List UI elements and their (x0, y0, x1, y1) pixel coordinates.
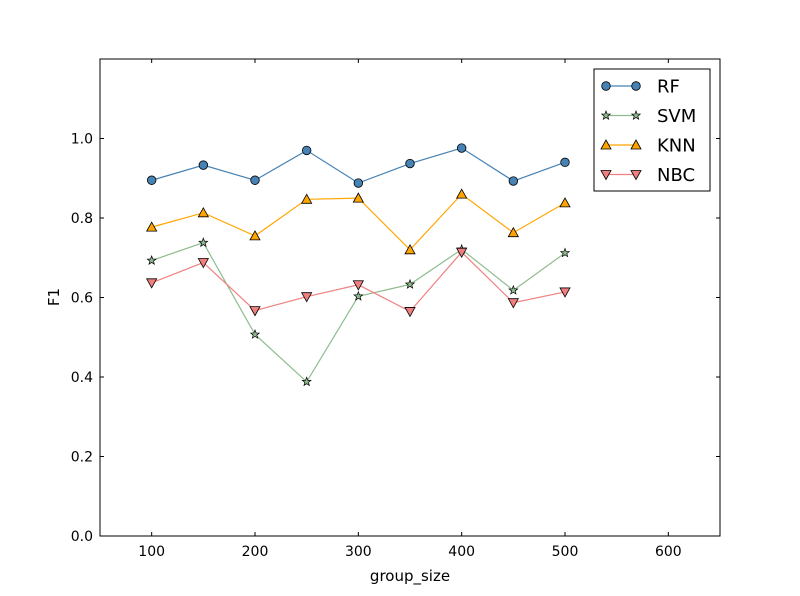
data-point-rf (250, 175, 260, 185)
data-point-nbc (145, 278, 158, 289)
data-point-nbc (507, 298, 520, 309)
data-point-knn (352, 192, 365, 203)
data-point-knn (559, 197, 571, 208)
data-point-knn (404, 243, 416, 255)
legend-marker-svm (630, 110, 642, 120)
legend-box (593, 68, 711, 192)
data-point-svm (559, 247, 571, 258)
x-tick-label: 100 (138, 544, 165, 560)
data-point-nbc (249, 306, 261, 317)
y-tick-label: 0.2 (71, 450, 93, 466)
x-axis-label: group_size (370, 567, 450, 586)
data-point-nbc (300, 292, 313, 303)
data-point-svm (508, 284, 519, 295)
data-point-nbc (352, 280, 365, 291)
y-tick-label: 1.0 (71, 132, 93, 148)
legend-item-rf: RF (601, 77, 680, 98)
data-point-svm (404, 278, 416, 289)
data-point-rf (301, 145, 312, 156)
data-point-nbc (455, 247, 468, 259)
legend-marker-nbc (630, 170, 642, 181)
x-tick-label: 500 (552, 544, 579, 560)
data-point-knn (197, 207, 210, 218)
legend-marker-rf (631, 81, 641, 91)
legend-item-nbc: NBC (600, 165, 695, 186)
legend-marker-svm (600, 110, 612, 120)
legend-item-knn: KNN (600, 136, 696, 157)
data-point-svm (198, 237, 209, 248)
data-point-svm (301, 376, 312, 387)
legend-marker-rf (601, 81, 611, 91)
data-point-knn (507, 226, 520, 238)
series-svm (146, 237, 571, 387)
y-tick-label: 0.6 (71, 291, 93, 307)
x-tick-label: 200 (242, 544, 269, 560)
data-point-knn (455, 188, 468, 199)
data-point-rf (560, 157, 570, 168)
data-point-knn (249, 230, 261, 241)
series-knn (145, 188, 571, 255)
series-line-svm (151, 241, 566, 383)
data-point-rf (353, 178, 364, 188)
legend-marker-knn (600, 139, 612, 150)
legend-marker-knn (630, 139, 642, 150)
data-point-svm (353, 290, 364, 301)
axis-ticks: 100 200 300 400 500 600 0.0 0.2 0.4 0.6 0.8 1.0 (71, 59, 720, 560)
y-tick-label: 0.0 (71, 529, 93, 545)
data-point-knn (145, 221, 158, 232)
series-nbc (145, 247, 571, 318)
legend-label-nbc: NBC (657, 165, 695, 186)
data-point-knn (300, 193, 313, 204)
series-rf (146, 143, 570, 188)
series-layer (145, 143, 571, 387)
data-point-rf (405, 158, 415, 169)
y-axis-label: F1 (45, 288, 63, 306)
y-tick-label: 0.4 (71, 370, 93, 386)
legend-marker-nbc (600, 170, 612, 181)
legend-label-knn: KNN (657, 136, 696, 157)
data-point-nbc (404, 307, 416, 318)
data-point-nbc (559, 287, 571, 298)
data-point-rf (456, 143, 467, 153)
data-point-nbc (197, 258, 210, 269)
legend-item-svm: SVM (600, 106, 696, 127)
y-tick-label: 0.8 (71, 211, 93, 227)
data-point-rf (198, 160, 209, 170)
legend-label-rf: RF (657, 77, 680, 98)
x-tick-label: 600 (655, 544, 682, 560)
legend: RF SVM KNN NBC (593, 68, 711, 192)
series-line-rf (151, 147, 566, 184)
legend-label-svm: SVM (657, 106, 696, 127)
data-point-rf (146, 175, 157, 185)
data-point-rf (508, 176, 519, 186)
data-point-svm (146, 255, 157, 265)
x-tick-label: 300 (345, 544, 372, 560)
data-point-svm (249, 328, 261, 339)
x-tick-label: 400 (448, 544, 475, 560)
